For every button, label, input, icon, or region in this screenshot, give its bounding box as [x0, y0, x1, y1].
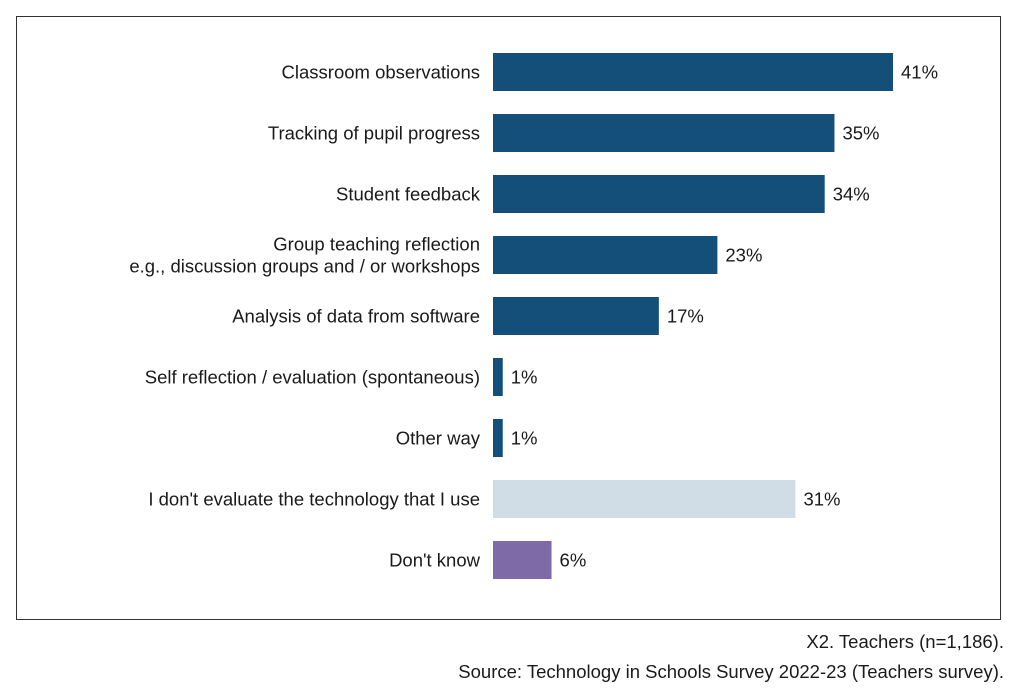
value-label-7: 31%: [803, 489, 840, 510]
value-label-1: 35%: [842, 123, 879, 144]
category-label-3: Group teaching reflection e.g., discussio…: [129, 234, 480, 277]
source-note: Source: Technology in Schools Survey 202…: [458, 661, 1004, 682]
bar-4: [493, 297, 659, 335]
category-label-6: Other way: [396, 428, 481, 449]
category-label-1: Tracking of pupil progress: [268, 123, 480, 144]
bar-8: [493, 541, 552, 579]
category-label-0: Classroom observations: [282, 62, 480, 83]
sample-note: X2. Teachers (n=1,186).: [806, 631, 1004, 652]
category-label-8: Don't know: [389, 550, 481, 571]
value-label-5: 1%: [511, 367, 538, 388]
bar-1: [493, 114, 835, 152]
value-label-2: 34%: [833, 184, 870, 205]
bar-3: [493, 236, 718, 274]
category-label-7: I don't evaluate the technology that I u…: [148, 489, 480, 510]
category-label-2: Student feedback: [336, 184, 481, 205]
value-label-8: 6%: [560, 550, 587, 571]
bar-6: [493, 419, 503, 457]
bar-7: [493, 480, 796, 518]
category-label-4: Analysis of data from software: [232, 306, 480, 327]
bar-2: [493, 175, 825, 213]
value-label-4: 17%: [667, 306, 704, 327]
value-label-0: 41%: [901, 62, 938, 83]
value-label-3: 23%: [725, 245, 762, 266]
category-label-5: Self reflection / evaluation (spontaneou…: [145, 367, 480, 388]
chart-frame: 41% Classroom observations 35% Tracking of …: [16, 16, 1001, 620]
bar-5: [493, 358, 503, 396]
value-label-6: 1%: [511, 428, 538, 449]
bar-0: [493, 53, 893, 91]
bar-chart: 41% Classroom observations 35% Tracking of …: [129, 53, 938, 579]
